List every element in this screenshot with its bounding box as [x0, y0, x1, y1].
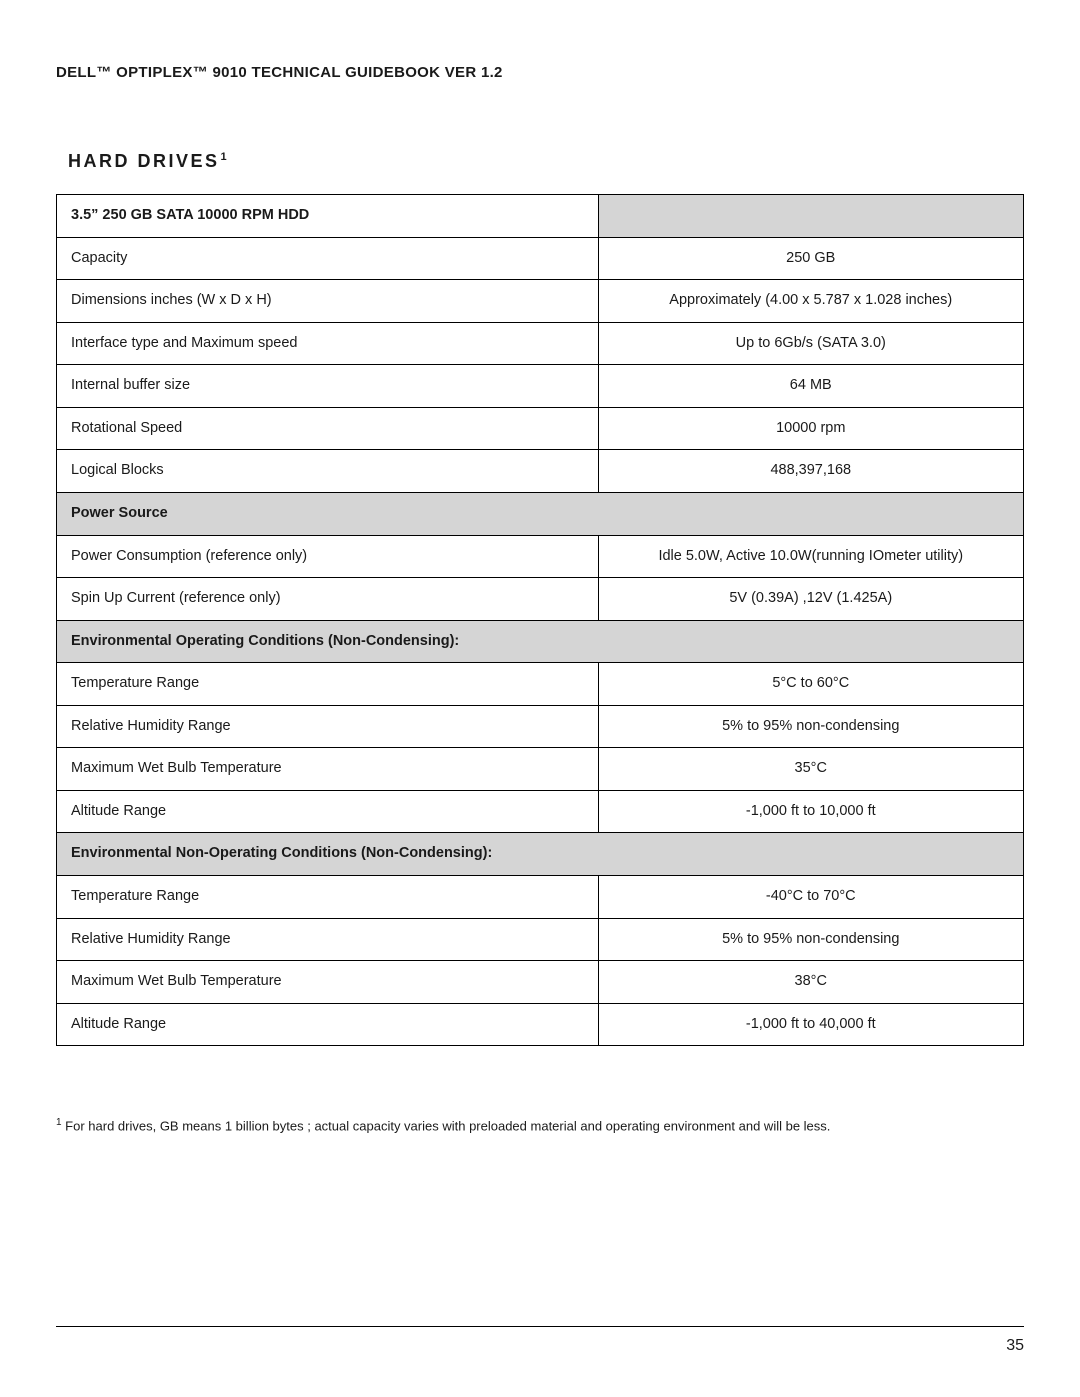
spec-label-cell: Altitude Range: [57, 790, 599, 833]
spec-label-cell: Maximum Wet Bulb Temperature: [57, 748, 599, 791]
section-head-cell: Environmental Non-Operating Conditions (…: [57, 833, 1024, 876]
spec-value-cell: Idle 5.0W, Active 10.0W(running IOmeter …: [598, 535, 1023, 578]
spec-label-cell: Altitude Range: [57, 1003, 599, 1046]
spec-value-cell: 35°C: [598, 748, 1023, 791]
table-row: Rotational Speed10000 rpm: [57, 407, 1024, 450]
spec-label-cell: Maximum Wet Bulb Temperature: [57, 961, 599, 1004]
spec-value-cell: -40°C to 70°C: [598, 876, 1023, 919]
table-row: Maximum Wet Bulb Temperature38°C: [57, 961, 1024, 1004]
table-row: 3.5” 250 GB SATA 10000 RPM HDD: [57, 195, 1024, 238]
spec-value-cell: -1,000 ft to 10,000 ft: [598, 790, 1023, 833]
table-row: Internal buffer size64 MB: [57, 365, 1024, 408]
section-title-superscript: 1: [221, 151, 227, 163]
spec-label-cell: Dimensions inches (W x D x H): [57, 280, 599, 323]
spec-value-cell: 5% to 95% non-condensing: [598, 705, 1023, 748]
spec-label-cell: Power Consumption (reference only): [57, 535, 599, 578]
table-row: Dimensions inches (W x D x H)Approximate…: [57, 280, 1024, 323]
spec-value-cell: 38°C: [598, 961, 1023, 1004]
spec-label-cell: Temperature Range: [57, 876, 599, 919]
spec-label-cell: Spin Up Current (reference only): [57, 578, 599, 621]
spec-value-cell: Approximately (4.00 x 5.787 x 1.028 inch…: [598, 280, 1023, 323]
section-head-cell: Environmental Operating Conditions (Non-…: [57, 620, 1024, 663]
spec-label-cell: Logical Blocks: [57, 450, 599, 493]
table-row: Temperature Range5°C to 60°C: [57, 663, 1024, 706]
spec-value-cell: 5% to 95% non-condensing: [598, 918, 1023, 961]
table-row: Environmental Non-Operating Conditions (…: [57, 833, 1024, 876]
spec-value-cell: Up to 6Gb/s (SATA 3.0): [598, 322, 1023, 365]
table-row: Capacity250 GB: [57, 237, 1024, 280]
table-row: Relative Humidity Range5% to 95% non-con…: [57, 918, 1024, 961]
table-row: Environmental Operating Conditions (Non-…: [57, 620, 1024, 663]
spec-value-cell: -1,000 ft to 40,000 ft: [598, 1003, 1023, 1046]
table-row: Altitude Range-1,000 ft to 10,000 ft: [57, 790, 1024, 833]
spec-value-cell: 10000 rpm: [598, 407, 1023, 450]
footer-rule: [56, 1326, 1024, 1327]
empty-head-cell: [598, 195, 1023, 238]
table-row: Temperature Range-40°C to 70°C: [57, 876, 1024, 919]
page-footer: 35: [56, 1326, 1024, 1355]
spec-label-cell: Internal buffer size: [57, 365, 599, 408]
spec-label-cell: Capacity: [57, 237, 599, 280]
table-row: Altitude Range-1,000 ft to 40,000 ft: [57, 1003, 1024, 1046]
section-title-text: HARD DRIVES: [68, 151, 220, 171]
table-row: Power Consumption (reference only)Idle 5…: [57, 535, 1024, 578]
spec-value-cell: 250 GB: [598, 237, 1023, 280]
spec-table-body: 3.5” 250 GB SATA 10000 RPM HDDCapacity25…: [57, 195, 1024, 1046]
spec-label-cell: Interface type and Maximum speed: [57, 322, 599, 365]
table-row: Power Source: [57, 492, 1024, 535]
table-row: Spin Up Current (reference only)5V (0.39…: [57, 578, 1024, 621]
page: DELL™ OPTIPLEX™ 9010 TECHNICAL GUIDEBOOK…: [0, 0, 1080, 1397]
spec-value-cell: 488,397,168: [598, 450, 1023, 493]
spec-value-cell: 64 MB: [598, 365, 1023, 408]
spec-table: 3.5” 250 GB SATA 10000 RPM HDDCapacity25…: [56, 194, 1024, 1046]
table-row: Maximum Wet Bulb Temperature35°C: [57, 748, 1024, 791]
spec-label-cell: Rotational Speed: [57, 407, 599, 450]
footnote: 1 For hard drives, GB means 1 billion by…: [56, 1116, 1024, 1136]
doc-header: DELL™ OPTIPLEX™ 9010 TECHNICAL GUIDEBOOK…: [56, 64, 1024, 81]
spec-label-cell: Relative Humidity Range: [57, 705, 599, 748]
table-row: Interface type and Maximum speedUp to 6G…: [57, 322, 1024, 365]
page-number: 35: [56, 1337, 1024, 1355]
spec-value-cell: 5V (0.39A) ,12V (1.425A): [598, 578, 1023, 621]
spec-value-cell: 5°C to 60°C: [598, 663, 1023, 706]
footnote-text: For hard drives, GB means 1 billion byte…: [62, 1119, 831, 1134]
drive-title-cell: 3.5” 250 GB SATA 10000 RPM HDD: [57, 195, 599, 238]
section-title: HARD DRIVES1: [68, 151, 1024, 172]
spec-label-cell: Temperature Range: [57, 663, 599, 706]
spec-label-cell: Relative Humidity Range: [57, 918, 599, 961]
section-head-cell: Power Source: [57, 492, 1024, 535]
table-row: Relative Humidity Range5% to 95% non-con…: [57, 705, 1024, 748]
table-row: Logical Blocks488,397,168: [57, 450, 1024, 493]
